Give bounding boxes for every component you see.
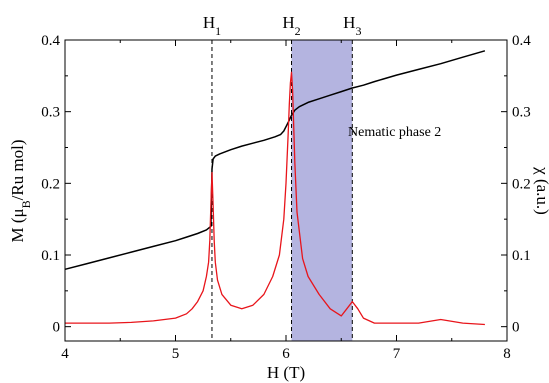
x-tick-label: 4 — [61, 346, 69, 362]
marker-label-h1: H1 — [203, 13, 221, 38]
x-tick-label: 7 — [393, 346, 401, 362]
right-y-tick-label: 0.1 — [512, 248, 531, 264]
nematic-phase-label: Nematic phase 2 — [348, 125, 441, 140]
marker-label-h3: H3 — [343, 13, 361, 38]
x-tick-label: 6 — [282, 346, 290, 362]
right-y-tick-label: 0.2 — [512, 176, 531, 192]
right-y-tick-label: 0.4 — [512, 33, 531, 49]
marker-label-h2: H2 — [282, 13, 300, 38]
right-y-tick-label: 0 — [512, 320, 520, 336]
left-y-tick-label: 0 — [53, 320, 61, 336]
magnetization-series-line — [64, 50, 486, 271]
shaded-region — [291, 40, 353, 341]
right-y-axis-label: χ (a.u.) — [533, 166, 549, 215]
x-axis-label: H (T) — [267, 363, 305, 382]
left-y-tick-label: 0.3 — [41, 105, 60, 121]
left-y-tick-label: 0.1 — [41, 248, 60, 264]
left-y-tick-label: 0.4 — [41, 33, 60, 49]
left-y-tick-label: 0.2 — [41, 176, 60, 192]
x-tick-label: 8 — [503, 346, 511, 362]
chi-series-line — [65, 71, 485, 326]
right-y-tick-label: 0.3 — [512, 105, 531, 121]
left-y-axis-label: M (μB/Ru mol) — [8, 139, 33, 242]
x-tick-label: 5 — [172, 346, 180, 362]
